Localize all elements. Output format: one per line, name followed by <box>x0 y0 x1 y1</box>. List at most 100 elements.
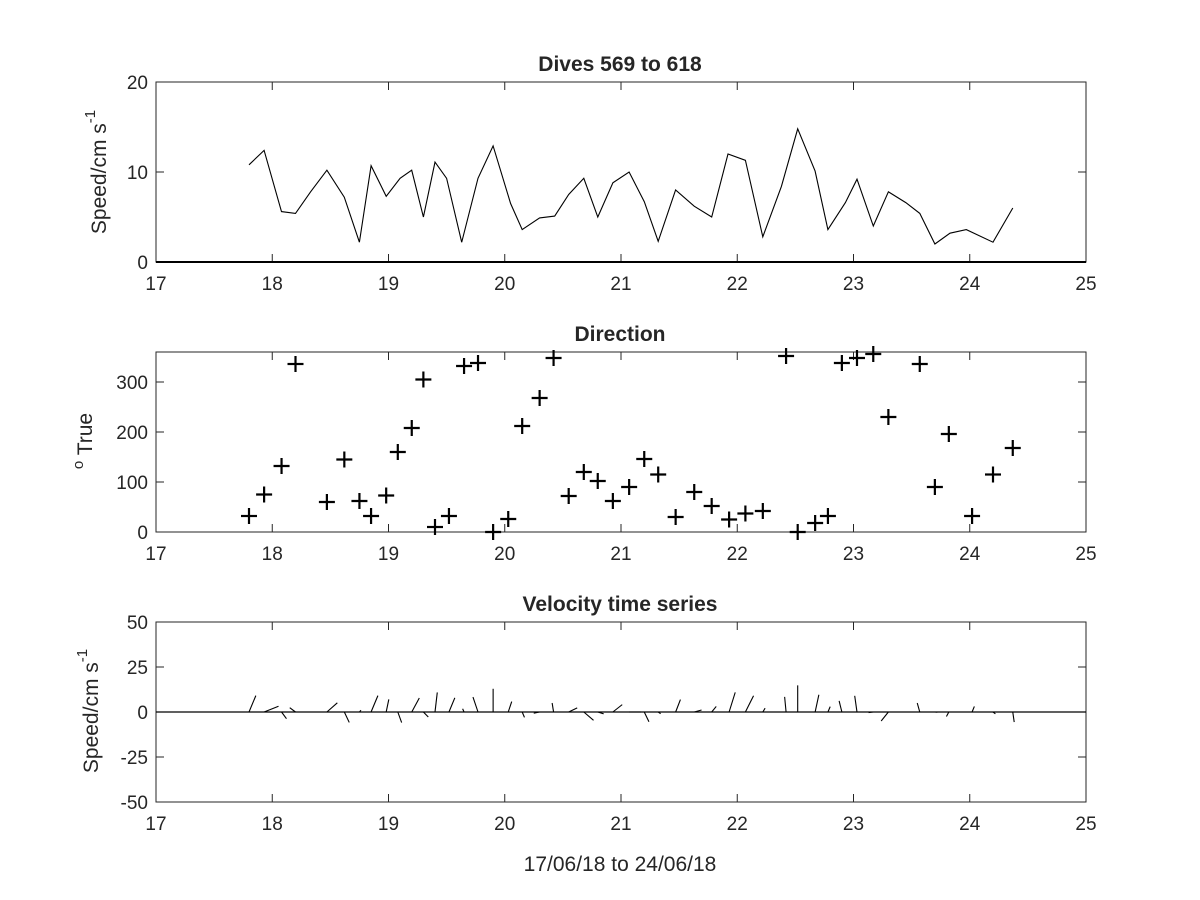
direction-panel-ylabel-text: True <box>74 413 97 461</box>
velocity-xtick-label: 18 <box>262 814 283 835</box>
direction-point <box>415 371 432 388</box>
velocity-xtick-label: 24 <box>959 814 981 835</box>
velocity-panel-ylabel-superscript: -1 <box>74 649 91 662</box>
velocity-panel-ylabel: Speed/cm s-1 <box>74 649 103 773</box>
velocity-stick <box>359 709 362 713</box>
velocity-stick <box>551 702 555 713</box>
velocity-stick <box>472 696 479 713</box>
velocity-panel-title: Velocity time series <box>523 593 718 616</box>
direction-xtick-label: 25 <box>1075 544 1096 565</box>
velocity-stick <box>784 696 787 713</box>
velocity-panel: Velocity time series Speed/cm s-1 17 18 19… <box>74 593 1097 876</box>
velocity-stick <box>814 694 820 713</box>
direction-point <box>531 390 548 406</box>
direction-point <box>686 484 703 500</box>
direction-point <box>500 511 517 527</box>
velocity-stick <box>694 709 702 713</box>
speed-ytick-label: 0 <box>137 253 148 274</box>
velocity-stick <box>597 711 604 715</box>
speed-ytick-label: 10 <box>127 163 148 184</box>
velocity-xtick-label: 21 <box>610 814 631 835</box>
velocity-stick <box>1012 711 1015 723</box>
velocity-stick <box>728 692 736 713</box>
velocity-stick <box>370 695 379 713</box>
speed-panel-title: Dives 569 to 618 <box>538 53 702 76</box>
speed-panel: Dives 569 to 618 Speed/cm s-1 17 18 19 20 21… <box>82 53 1097 295</box>
direction-point <box>880 409 897 425</box>
velocity-stick <box>992 711 996 715</box>
direction-xtick-label: 21 <box>610 544 631 565</box>
direction-ytick-label: 100 <box>116 473 148 494</box>
direction-point <box>703 498 720 514</box>
velocity-stick <box>422 711 429 718</box>
speed-panel-ylabel: Speed/cm s-1 <box>82 110 111 234</box>
direction-xtick-label: 24 <box>959 544 981 565</box>
direction-point <box>833 355 850 371</box>
direction-xtick-label: 18 <box>262 544 283 565</box>
direction-point <box>650 466 667 483</box>
speed-ytick-label: 20 <box>127 73 148 94</box>
direction-point <box>318 494 335 510</box>
velocity-stick <box>868 711 874 714</box>
direction-point <box>621 479 638 495</box>
velocity-stick <box>263 705 279 713</box>
velocity-stick <box>945 711 950 717</box>
direction-point <box>514 418 531 434</box>
velocity-stick <box>568 707 578 713</box>
direction-xtick-label: 17 <box>145 544 166 565</box>
direction-point <box>778 348 795 364</box>
direction-point <box>636 451 653 467</box>
direction-point <box>241 508 257 524</box>
direction-point <box>940 426 957 442</box>
direction-point <box>789 524 806 540</box>
velocity-stick <box>281 711 287 719</box>
velocity-ytick-label: 0 <box>137 703 148 724</box>
direction-point <box>456 358 473 374</box>
speed-panel-ylabel-superscript: -1 <box>82 110 99 123</box>
direction-panel: Direction o True 17 18 19 20 21 22 23 24 25 0 100 2… <box>70 323 1097 565</box>
direction-point <box>985 466 1001 483</box>
direction-point <box>273 458 290 474</box>
velocity-stick <box>343 711 350 723</box>
direction-panel-axes: 17 18 19 20 21 22 23 24 25 0 100 200 300 <box>116 346 1097 565</box>
speed-xtick-label: 21 <box>610 274 631 295</box>
velocity-stick <box>612 704 623 713</box>
direction-point <box>389 444 406 460</box>
velocity-ytick-label: 50 <box>127 613 148 634</box>
direction-xtick-label: 22 <box>727 544 748 565</box>
velocity-stick <box>744 695 755 713</box>
direction-point <box>575 464 592 480</box>
speed-series-line <box>248 127 1014 245</box>
direction-ytick-label: 300 <box>116 373 148 394</box>
velocity-stick <box>411 697 420 713</box>
velocity-stick <box>827 706 831 713</box>
velocity-stick <box>854 695 858 713</box>
direction-point <box>485 524 502 540</box>
direction-ytick-label: 0 <box>137 523 148 544</box>
velocity-stick <box>643 711 650 722</box>
velocity-stick <box>675 699 681 713</box>
velocity-stick <box>583 711 594 721</box>
direction-point <box>721 511 738 528</box>
speed-xtick-label: 19 <box>378 274 399 295</box>
direction-point <box>287 356 304 372</box>
direction-point <box>427 519 443 535</box>
direction-point <box>363 508 380 524</box>
velocity-ytick-label: -50 <box>121 793 148 814</box>
direction-xtick-label: 23 <box>843 544 864 565</box>
velocity-ytick-label: 25 <box>127 658 148 679</box>
velocity-stick <box>248 695 257 713</box>
direction-point <box>807 515 824 531</box>
direction-point <box>336 451 353 468</box>
speed-xtick-label: 20 <box>494 274 515 295</box>
speed-xtick-label: 25 <box>1075 274 1096 295</box>
velocity-xtick-label: 25 <box>1075 814 1096 835</box>
direction-point <box>754 503 771 519</box>
direction-point <box>256 486 273 503</box>
velocity-xtick-label: 20 <box>494 814 515 835</box>
velocity-stick <box>762 707 766 713</box>
speed-xtick-label: 17 <box>145 274 166 295</box>
direction-point <box>819 508 836 524</box>
velocity-xtick-label: 17 <box>145 814 166 835</box>
